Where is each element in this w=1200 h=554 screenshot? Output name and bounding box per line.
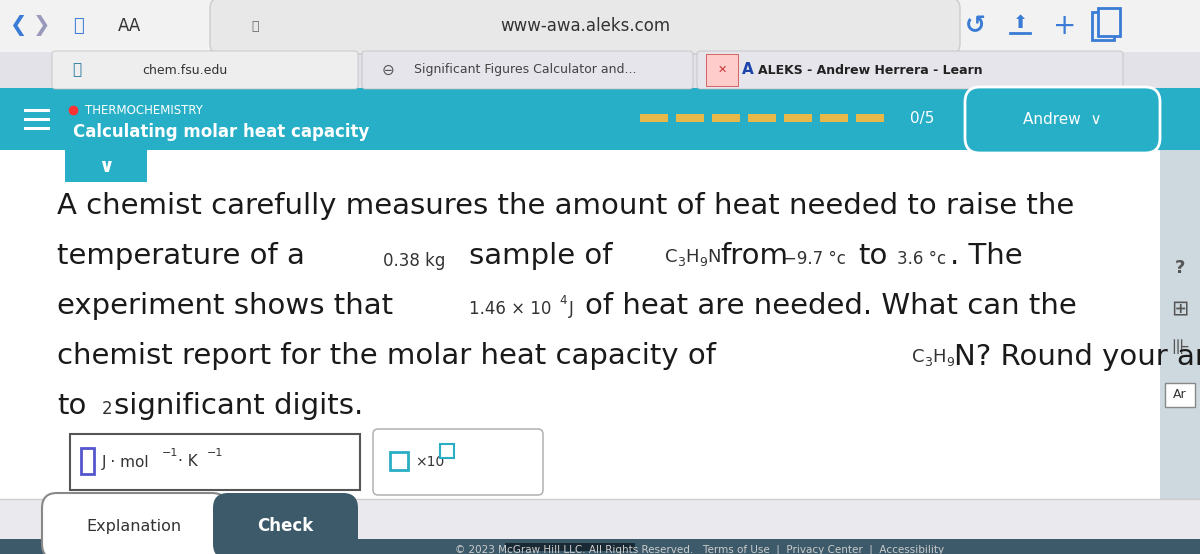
Text: 4: 4: [559, 294, 566, 306]
Text: THERMOCHEMISTRY: THERMOCHEMISTRY: [85, 104, 203, 116]
Text: −9.7 °c: −9.7 °c: [784, 250, 846, 268]
FancyBboxPatch shape: [214, 493, 358, 554]
Text: 0/5: 0/5: [910, 110, 935, 126]
Bar: [1092, 12, 1114, 40]
Bar: [676, 114, 704, 122]
Bar: [440, 444, 454, 458]
Bar: [784, 114, 812, 122]
Text: +: +: [1054, 12, 1076, 40]
Text: temperature of a: temperature of a: [58, 242, 305, 270]
Text: 𝓦: 𝓦: [72, 63, 82, 78]
Text: ⊪: ⊪: [1171, 338, 1189, 358]
Text: −1: −1: [162, 448, 179, 458]
Text: 1.46 × 10: 1.46 × 10: [469, 300, 551, 318]
Text: of heat are needed. What can the: of heat are needed. What can the: [586, 292, 1076, 320]
Text: −1: −1: [208, 448, 223, 458]
Text: Calculating molar heat capacity: Calculating molar heat capacity: [73, 123, 370, 141]
Bar: [82, 448, 94, 474]
Bar: [505, 543, 635, 551]
Text: ❯: ❯: [34, 16, 50, 37]
Text: 2: 2: [102, 400, 113, 418]
Text: to: to: [858, 242, 887, 270]
Text: . The: . The: [950, 242, 1022, 270]
Text: experiment shows that: experiment shows that: [58, 292, 394, 320]
Text: © 2023 McGraw Hill LLC. All Rights Reserved.   Terms of Use  |  Privacy Center  : © 2023 McGraw Hill LLC. All Rights Reser…: [456, 545, 944, 554]
Text: C: C: [665, 248, 678, 266]
Text: 3: 3: [924, 357, 932, 370]
Text: ✕: ✕: [718, 65, 727, 75]
Text: N: N: [707, 248, 720, 266]
Text: 🔒: 🔒: [251, 19, 259, 33]
FancyBboxPatch shape: [697, 51, 1123, 89]
FancyBboxPatch shape: [373, 429, 542, 495]
Text: H: H: [685, 248, 698, 266]
Text: 0.38 kg: 0.38 kg: [383, 252, 445, 270]
Bar: [390, 452, 408, 470]
Text: J · mol: J · mol: [102, 454, 150, 469]
FancyBboxPatch shape: [362, 51, 694, 89]
Bar: [0, 499, 1200, 554]
Text: ⊖: ⊖: [382, 63, 395, 78]
Text: ↺: ↺: [965, 14, 985, 38]
Text: A: A: [742, 63, 754, 78]
Bar: [640, 114, 668, 122]
Text: 3: 3: [677, 257, 685, 269]
FancyBboxPatch shape: [42, 493, 227, 554]
Text: A chemist carefully measures the amount of heat needed to raise the: A chemist carefully measures the amount …: [58, 192, 1074, 220]
Text: 📖: 📖: [73, 17, 83, 35]
Bar: [1160, 150, 1200, 549]
Bar: [70, 434, 360, 490]
Text: Check: Check: [257, 517, 313, 535]
Bar: [0, 0, 1200, 52]
Text: AA: AA: [119, 17, 142, 35]
Bar: [1098, 8, 1120, 36]
Text: Significant Figures Calculator and...: Significant Figures Calculator and...: [414, 64, 636, 76]
FancyBboxPatch shape: [210, 0, 960, 54]
Bar: [0, 150, 1160, 499]
Text: to: to: [58, 392, 86, 420]
Text: Ar: Ar: [1174, 388, 1187, 402]
Text: from: from: [720, 242, 788, 270]
Text: ALEKS - Andrew Herrera - Learn: ALEKS - Andrew Herrera - Learn: [757, 64, 983, 76]
Text: N? Round your answer: N? Round your answer: [954, 343, 1200, 371]
Text: Explanation: Explanation: [86, 519, 181, 534]
Bar: [0, 52, 1200, 88]
Bar: [856, 114, 884, 122]
Text: ×10: ×10: [415, 455, 444, 469]
Bar: [0, 539, 1200, 554]
Text: chem.fsu.edu: chem.fsu.edu: [143, 64, 228, 76]
Text: ❮: ❮: [10, 16, 26, 37]
Text: ⬆: ⬆: [1013, 14, 1027, 32]
Text: sample of: sample of: [469, 242, 612, 270]
Bar: [712, 114, 740, 122]
Bar: [65, 150, 148, 182]
Text: www-awa.aleks.com: www-awa.aleks.com: [500, 17, 670, 35]
Bar: [0, 88, 1200, 150]
Text: 3.6 °c: 3.6 °c: [898, 250, 946, 268]
Text: Andrew  ∨: Andrew ∨: [1022, 112, 1102, 127]
FancyBboxPatch shape: [965, 87, 1160, 153]
Text: 9: 9: [946, 357, 954, 370]
Text: chemist report for the molar heat capacity of: chemist report for the molar heat capaci…: [58, 342, 716, 370]
Bar: [1165, 383, 1195, 407]
Text: ∨: ∨: [98, 156, 114, 176]
FancyBboxPatch shape: [52, 51, 358, 89]
Text: ⊞: ⊞: [1171, 298, 1189, 318]
Text: J: J: [569, 300, 574, 318]
Text: 9: 9: [698, 257, 707, 269]
Bar: [748, 114, 776, 122]
Bar: [820, 114, 848, 122]
Text: C: C: [912, 348, 924, 366]
Text: H: H: [932, 348, 946, 366]
Text: significant digits.: significant digits.: [114, 392, 364, 420]
Text: ?: ?: [1175, 259, 1186, 277]
Text: · K: · K: [178, 454, 198, 469]
